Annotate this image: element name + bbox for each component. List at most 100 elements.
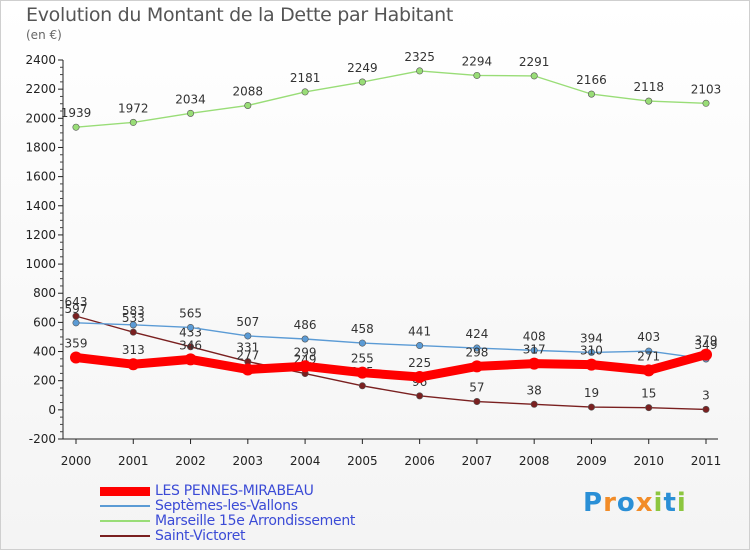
data-point (645, 97, 653, 105)
data-point (72, 312, 80, 320)
data-label: 277 (236, 348, 259, 362)
data-label: 2088 (233, 84, 264, 98)
data-label: 643 (65, 295, 88, 309)
data-point (470, 360, 483, 373)
data-label: 225 (408, 356, 431, 370)
y-tick-label: 1800 (25, 140, 56, 154)
x-tick-label: 2011 (691, 454, 722, 468)
data-point (72, 123, 80, 131)
data-label: 424 (465, 327, 488, 341)
legend-swatch (100, 535, 150, 537)
data-point (416, 342, 424, 350)
data-label: 2181 (290, 71, 321, 85)
data-label: 2249 (347, 61, 378, 75)
data-label: 331 (236, 341, 259, 355)
x-tick-label: 2006 (404, 454, 435, 468)
chart-axes: -200 0 200 400 600 800 1000 1200 1400 1600 1800 200… (25, 53, 721, 468)
series-0: 359 313 346 277 299 255 225 298 317 310 271 379 (65, 334, 718, 384)
data-point (587, 403, 595, 411)
data-label: 533 (122, 311, 145, 325)
logo-letter: i (653, 488, 664, 518)
data-label: 310 (580, 344, 603, 358)
data-label: 19 (584, 386, 599, 400)
y-tick-label: 1200 (25, 228, 56, 242)
logo-letter: P (583, 488, 604, 518)
line-chart: -200 0 200 400 600 800 1000 1200 1400 1600 1800 200… (25, 50, 722, 468)
data-label: 379 (695, 334, 718, 348)
data-point (642, 364, 655, 377)
y-tick-label: -200 (29, 432, 56, 446)
legend-item: Marseille 15e Arrondissement (100, 513, 400, 529)
x-tick-label: 2004 (290, 454, 321, 468)
data-label: 313 (122, 343, 145, 357)
data-point (72, 319, 80, 327)
y-tick-label: 2200 (25, 82, 56, 96)
y-tick-label: 200 (33, 374, 56, 388)
logo-letter: x (635, 488, 654, 518)
data-label: 1972 (118, 101, 149, 115)
data-label: 317 (523, 343, 546, 357)
data-point (127, 358, 140, 371)
y-tick-label: 400 (33, 345, 56, 359)
data-label: 298 (465, 345, 488, 359)
data-point (187, 343, 195, 351)
proxiti-logo: Proxiti (583, 488, 687, 518)
data-label: 458 (351, 322, 374, 336)
data-point (129, 328, 137, 336)
data-point (244, 332, 252, 340)
x-tick-label: 2007 (462, 454, 493, 468)
x-tick-label: 2005 (347, 454, 378, 468)
data-label: 15 (641, 387, 656, 401)
series-2: 1939 1972 2034 2088 2181 2249 2325 2294 2291 2166… (61, 50, 722, 131)
legend-label: Marseille 15e Arrondissement (155, 513, 356, 529)
data-label: 271 (637, 349, 660, 363)
data-point (702, 99, 710, 107)
data-point (700, 348, 712, 361)
x-tick-label: 2010 (633, 454, 664, 468)
data-point (241, 363, 254, 376)
data-point (530, 400, 538, 408)
data-label: 2166 (576, 73, 607, 87)
series-line (75, 322, 707, 360)
data-label: 2103 (691, 82, 722, 96)
data-label: 394 (580, 331, 603, 345)
data-point (530, 346, 538, 354)
data-label: 359 (65, 337, 88, 351)
data-label: 486 (294, 318, 317, 332)
data-label: 565 (179, 306, 202, 320)
data-point (587, 90, 595, 98)
data-label: 299 (294, 345, 317, 359)
data-point (187, 109, 195, 117)
data-label: 38 (527, 383, 542, 397)
data-label: 408 (523, 329, 546, 343)
data-label: 2291 (519, 55, 550, 69)
series-line (75, 70, 707, 128)
legend-item: Septèmes-les-Vallons (100, 498, 400, 514)
legend-label: Saint-Victoret (155, 528, 246, 544)
data-label: 2325 (404, 50, 435, 64)
y-tick-label: 1400 (25, 199, 56, 213)
data-point (358, 382, 366, 390)
series-1: 597 583 565 507 486 458 441 424 408 394 403 349 (65, 302, 717, 363)
chart-unit: (en €) (26, 28, 62, 42)
data-label: 597 (65, 302, 88, 316)
data-point (358, 78, 366, 86)
y-tick-label: 2000 (25, 111, 56, 125)
series-3: 64353343333124916596573819153 (65, 295, 710, 413)
x-tick-label: 2009 (576, 454, 607, 468)
x-tick-label: 2001 (118, 454, 149, 468)
logo-letter: t (663, 488, 677, 518)
logo-letter: r (603, 488, 617, 518)
series-layer: 6435334333312491659657381915319391972203… (61, 50, 722, 413)
series-line (75, 315, 707, 411)
logo-letter: o (616, 488, 636, 518)
data-point (473, 344, 481, 352)
data-point (129, 321, 137, 329)
data-label: 507 (236, 315, 259, 329)
y-tick-label: 1600 (25, 170, 56, 184)
data-point (416, 67, 424, 75)
legend-swatch (100, 486, 150, 496)
data-point (301, 88, 309, 96)
y-tick-label: 0 (48, 403, 56, 417)
legend-swatch (100, 520, 150, 522)
